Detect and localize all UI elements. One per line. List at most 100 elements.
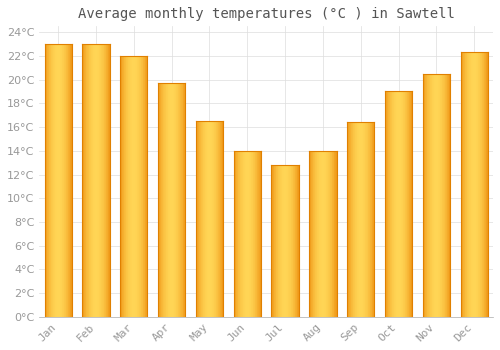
Bar: [200, 121, 202, 317]
Bar: [213, 121, 214, 317]
Bar: [483, 52, 484, 317]
Bar: [472, 52, 473, 317]
Bar: [218, 121, 219, 317]
Bar: [50, 44, 51, 317]
Bar: [196, 121, 197, 317]
Bar: [428, 74, 429, 317]
Bar: [198, 121, 200, 317]
Bar: [487, 52, 488, 317]
Bar: [327, 151, 328, 317]
Bar: [202, 121, 203, 317]
Bar: [256, 151, 257, 317]
Bar: [331, 151, 332, 317]
Bar: [132, 56, 133, 317]
Bar: [398, 91, 399, 317]
Bar: [172, 83, 173, 317]
Bar: [390, 91, 391, 317]
Bar: [335, 151, 336, 317]
Bar: [107, 44, 108, 317]
Bar: [106, 44, 107, 317]
Bar: [278, 165, 279, 317]
Bar: [178, 83, 179, 317]
Bar: [314, 151, 316, 317]
Bar: [248, 151, 250, 317]
Bar: [82, 44, 83, 317]
Bar: [369, 122, 370, 317]
Bar: [285, 165, 286, 317]
Bar: [257, 151, 258, 317]
Bar: [460, 52, 461, 317]
Bar: [473, 52, 474, 317]
Bar: [389, 91, 390, 317]
Bar: [122, 56, 123, 317]
Bar: [222, 121, 223, 317]
Bar: [367, 122, 368, 317]
Bar: [238, 151, 239, 317]
Bar: [137, 56, 138, 317]
Bar: [60, 44, 61, 317]
Bar: [352, 122, 353, 317]
Bar: [477, 52, 478, 317]
Bar: [422, 74, 424, 317]
Bar: [441, 74, 442, 317]
Bar: [179, 83, 180, 317]
Bar: [134, 56, 135, 317]
Bar: [174, 83, 175, 317]
Bar: [102, 44, 103, 317]
Bar: [160, 83, 161, 317]
Bar: [385, 91, 386, 317]
Bar: [216, 121, 217, 317]
Bar: [481, 52, 482, 317]
Bar: [356, 122, 358, 317]
Bar: [408, 91, 410, 317]
Bar: [170, 83, 171, 317]
Bar: [283, 165, 284, 317]
Bar: [321, 151, 322, 317]
Bar: [69, 44, 70, 317]
Bar: [296, 165, 298, 317]
Title: Average monthly temperatures (°C ) in Sawtell: Average monthly temperatures (°C ) in Sa…: [78, 7, 454, 21]
Bar: [461, 52, 462, 317]
Bar: [294, 165, 296, 317]
Bar: [243, 151, 244, 317]
Bar: [59, 44, 60, 317]
Bar: [437, 74, 438, 317]
Bar: [234, 151, 235, 317]
Bar: [56, 44, 57, 317]
Bar: [255, 151, 256, 317]
Bar: [46, 44, 48, 317]
Bar: [291, 165, 292, 317]
Bar: [103, 44, 104, 317]
Bar: [462, 52, 464, 317]
Bar: [169, 83, 170, 317]
Bar: [316, 151, 317, 317]
Bar: [86, 44, 87, 317]
Bar: [401, 91, 402, 317]
Bar: [254, 151, 255, 317]
Bar: [64, 44, 65, 317]
Bar: [250, 151, 252, 317]
Bar: [70, 44, 71, 317]
Bar: [360, 122, 362, 317]
Bar: [235, 151, 236, 317]
Bar: [212, 121, 213, 317]
Bar: [58, 44, 59, 317]
Bar: [439, 74, 440, 317]
Bar: [470, 52, 472, 317]
Bar: [96, 44, 98, 317]
Bar: [84, 44, 85, 317]
Bar: [101, 44, 102, 317]
Bar: [135, 56, 136, 317]
Bar: [126, 56, 127, 317]
Bar: [55, 44, 56, 317]
Bar: [312, 151, 314, 317]
Bar: [448, 74, 450, 317]
Bar: [161, 83, 162, 317]
Bar: [208, 121, 209, 317]
Bar: [121, 56, 122, 317]
Bar: [388, 91, 389, 317]
Bar: [92, 44, 94, 317]
Bar: [368, 122, 369, 317]
Bar: [274, 165, 275, 317]
Bar: [429, 74, 430, 317]
